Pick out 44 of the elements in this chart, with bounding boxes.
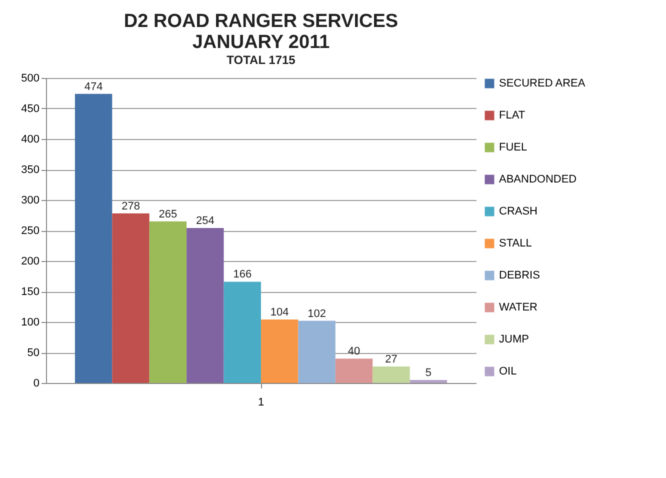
legend-label: ABANDONDED [499,174,577,186]
data-label: 265 [158,208,178,220]
y-tick-label: 500 [21,72,40,84]
data-label: 27 [385,354,398,366]
bar [372,366,410,383]
bar [149,221,187,383]
y-tick-label: 450 [21,103,40,115]
legend-label: STALL [499,238,532,250]
legend-label: CRASH [499,206,538,218]
y-tick-label: 350 [21,164,40,176]
data-label: 166 [233,268,252,281]
bar [261,320,298,383]
y-tick-label: 0 [33,378,40,390]
data-label: 278 [122,200,140,212]
y-tick-label: 150 [21,286,40,298]
data-label: 254 [196,215,214,228]
y-tick-label: 250 [21,225,40,237]
legend-label: DEBRIS [499,270,540,282]
chart-subtitle: TOTAL 1715 [226,53,296,67]
bar [112,213,150,383]
bar [298,320,336,383]
x-tick-label: 1 [258,396,264,408]
bar [186,228,224,383]
data-label: 474 [84,80,103,93]
bar [410,380,448,383]
y-tick-label: 50 [27,347,40,359]
data-label: 104 [270,306,289,319]
chart-title: D2 ROAD RANGER SERVICES JANUARY 2011 [124,11,398,53]
y-tick-label: 300 [21,194,40,206]
legend-label: OIL [499,366,517,378]
bar [224,282,261,383]
data-label: 5 [425,366,432,379]
bar [74,94,112,383]
legend-label: SECURED AREA [499,78,586,90]
data-label: 40 [348,346,360,358]
legend-label: FLAT [499,110,526,122]
y-tick-label: 200 [21,256,40,268]
legend-label: WATER [499,302,538,314]
y-tick-label: 100 [21,316,40,328]
y-tick-label: 400 [21,134,40,146]
legend-label: JUMP [499,334,529,346]
bar [335,358,373,383]
legend-label: FUEL [499,142,528,154]
data-label: 102 [308,308,326,320]
